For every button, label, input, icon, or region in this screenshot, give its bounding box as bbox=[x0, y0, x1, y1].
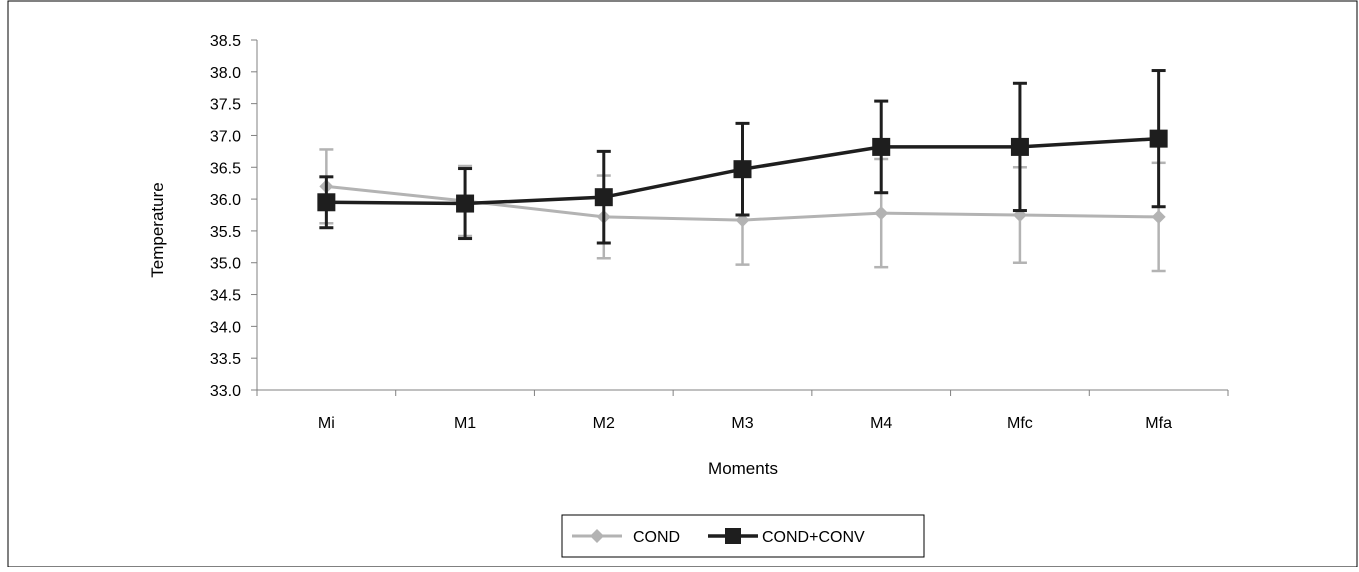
y-tick-label: 33.0 bbox=[210, 383, 241, 400]
legend-label: COND+CONV bbox=[762, 529, 865, 546]
series-group bbox=[317, 69, 1168, 273]
data-point-square bbox=[594, 188, 613, 207]
y-tick-label: 35.5 bbox=[210, 224, 241, 241]
data-point-square bbox=[733, 160, 752, 179]
legend-marker-square bbox=[725, 528, 741, 544]
x-tick-label: Mfa bbox=[1145, 415, 1172, 432]
data-point-diamond bbox=[874, 206, 889, 221]
data-point-square bbox=[872, 137, 891, 156]
legend-marker-diamond bbox=[590, 529, 604, 543]
y-tick-label: 35.0 bbox=[210, 256, 241, 273]
y-tick-label: 36.0 bbox=[210, 192, 241, 209]
y-tick-label: 38.0 bbox=[210, 65, 241, 82]
axes bbox=[256, 40, 1228, 391]
chart-border bbox=[7, 0, 1358, 568]
x-tick-label: M1 bbox=[454, 415, 476, 432]
y-tick-label: 34.0 bbox=[210, 319, 241, 336]
y-tick-label: 37.0 bbox=[210, 128, 241, 145]
legend-label: COND bbox=[633, 529, 680, 546]
data-point-square bbox=[317, 193, 336, 212]
data-point-square bbox=[456, 194, 475, 213]
x-axis-title: Moments bbox=[708, 459, 778, 478]
data-point-diamond bbox=[735, 213, 750, 228]
y-tick-label: 33.5 bbox=[210, 351, 241, 368]
x-axis-ticks: Mi M1 M2 M3 M4 Mfc Mfa bbox=[256, 390, 1229, 432]
data-point-square bbox=[1010, 137, 1029, 156]
data-point-square bbox=[1149, 129, 1168, 148]
series-cond-conv bbox=[317, 69, 1168, 245]
x-tick-label: Mfc bbox=[1007, 415, 1033, 432]
x-tick-label: M2 bbox=[593, 415, 615, 432]
y-tick-label: 34.5 bbox=[210, 288, 241, 305]
y-tick-label: 36.5 bbox=[210, 160, 241, 177]
data-point-diamond bbox=[1151, 209, 1166, 224]
legend: COND COND+CONV bbox=[561, 514, 925, 558]
y-tick-label: 37.5 bbox=[210, 97, 241, 114]
y-axis-ticks: 33.0 33.5 34.0 34.5 35.0 35.5 36.0 36.5 37.0 37.5… bbox=[210, 33, 257, 400]
x-tick-label: M3 bbox=[731, 415, 753, 432]
x-tick-label: Mi bbox=[318, 415, 335, 432]
x-tick-label: M4 bbox=[870, 415, 892, 432]
y-axis-title: Temperature bbox=[148, 182, 167, 277]
y-tick-label: 38.5 bbox=[210, 33, 241, 50]
